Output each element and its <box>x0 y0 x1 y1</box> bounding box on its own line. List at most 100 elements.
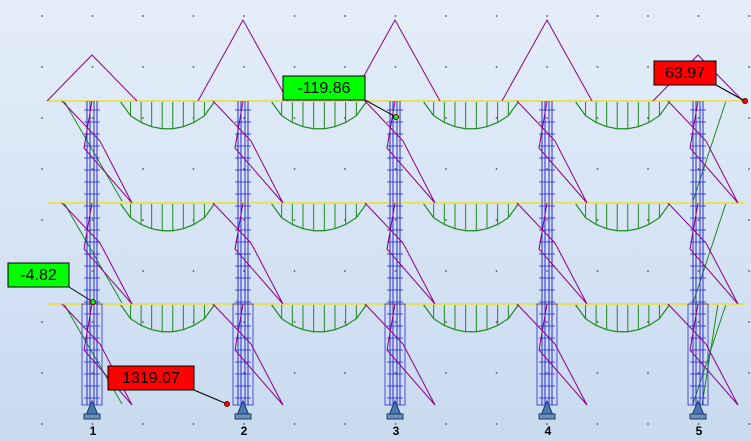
grid-dot <box>495 270 498 272</box>
grid-dot <box>192 423 195 425</box>
grid-dot <box>293 66 296 68</box>
support-base <box>689 413 707 420</box>
grid-dot <box>243 168 245 170</box>
grid-dot <box>293 372 296 374</box>
grid-dot <box>142 15 144 17</box>
column-diagrams <box>46 18 744 406</box>
supports <box>83 399 707 420</box>
grid-dot <box>192 15 195 17</box>
value-box <box>7 262 70 288</box>
grid-dot <box>243 372 245 374</box>
column-moment <box>212 100 284 204</box>
grid-dot <box>41 15 43 17</box>
grid-dot <box>697 321 700 323</box>
grid-dot <box>394 372 397 374</box>
grid-dot <box>647 15 649 17</box>
grid-dot <box>91 66 94 68</box>
grid-dot <box>91 270 94 272</box>
grid-dot <box>596 15 599 17</box>
grid-dot <box>697 15 700 17</box>
grid-dot <box>495 117 498 119</box>
column-moment <box>516 100 588 204</box>
leader <box>364 99 397 118</box>
support-base <box>234 413 252 420</box>
grid-dot <box>596 66 599 68</box>
grid-dot <box>91 117 94 119</box>
grid-dot <box>142 423 144 425</box>
grid-dot <box>192 168 195 170</box>
grid-dot <box>748 117 750 119</box>
grid-dot <box>243 219 245 221</box>
grid-dot <box>596 270 599 272</box>
grid-dot <box>41 372 43 374</box>
grid-dot <box>697 372 700 374</box>
grid-dot <box>647 66 649 68</box>
grid-dot <box>243 15 245 17</box>
grid-dot <box>142 168 144 170</box>
value-label: -4.82 <box>20 267 57 284</box>
grid-dot <box>495 15 498 17</box>
grid-dot <box>394 66 397 68</box>
grid-dot <box>596 219 599 221</box>
leader <box>715 84 746 102</box>
column-moment <box>516 303 588 406</box>
grid-dot <box>91 168 94 170</box>
grid-dot <box>243 321 245 323</box>
axis-label: 5 <box>696 424 703 438</box>
moment-curve <box>422 303 520 333</box>
grid-dot <box>41 219 43 221</box>
grid-dot <box>192 270 195 272</box>
grid-dot <box>748 372 750 374</box>
leader <box>68 286 94 303</box>
grid-dot <box>142 270 144 272</box>
axis-label: 2 <box>241 424 248 438</box>
column-moment <box>667 303 739 406</box>
moment-curve <box>119 303 216 333</box>
column-moment <box>212 303 284 406</box>
grid-dot <box>697 270 700 272</box>
value-box <box>653 60 717 86</box>
grid-dot <box>142 219 144 221</box>
support-base <box>83 413 101 420</box>
column-moment <box>501 18 593 102</box>
moment-curve <box>270 303 368 333</box>
grid-dot <box>546 423 548 425</box>
moment-curve <box>119 202 216 232</box>
grid-dot <box>293 270 296 272</box>
axis-label: 3 <box>393 424 400 438</box>
grid-dot <box>243 270 245 272</box>
grid-dot <box>91 321 94 323</box>
leader <box>193 389 228 405</box>
grid-dot <box>293 168 296 170</box>
grid-dot <box>394 15 397 17</box>
grid-dot <box>394 270 397 272</box>
grid-dot <box>344 372 346 374</box>
moment-curve <box>119 100 216 130</box>
grid-dot <box>546 66 548 68</box>
grid-dot <box>344 168 346 170</box>
grid-dot <box>596 423 599 425</box>
grid-dot <box>546 117 548 119</box>
grid-dot <box>647 270 649 272</box>
grid-dot <box>445 168 447 170</box>
grid-dot <box>192 66 195 68</box>
labels: -119.86 63.97 -4.82 1319.07 1 2 3 4 5 <box>7 60 748 438</box>
grid-dot <box>546 168 548 170</box>
column-moment <box>364 303 436 406</box>
grid-dot <box>445 66 447 68</box>
grid-dot <box>748 66 750 68</box>
grid-dot <box>293 15 296 17</box>
grid-dot <box>445 321 447 323</box>
grid-dot <box>445 423 447 425</box>
grid-dot <box>445 372 447 374</box>
moment-curve <box>270 100 368 130</box>
grid-dot <box>495 372 498 374</box>
column-moment <box>61 202 133 305</box>
column-moment <box>516 202 588 305</box>
grid-dot <box>546 15 548 17</box>
grid-dot <box>445 219 447 221</box>
grid-dot <box>495 168 498 170</box>
marker <box>224 401 230 407</box>
moment-curve <box>270 202 368 232</box>
